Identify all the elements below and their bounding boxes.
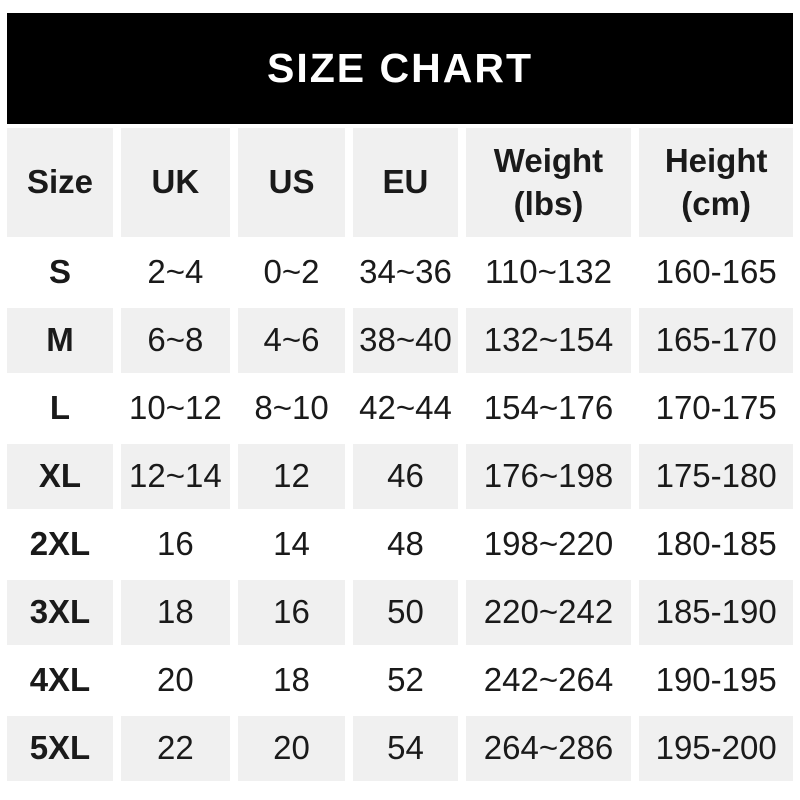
uk-cell: 12~14 bbox=[120, 444, 230, 509]
uk-cell: 6~8 bbox=[120, 308, 230, 373]
title-banner: SIZE CHART bbox=[7, 13, 793, 124]
weight-cell: 110~132 bbox=[465, 240, 632, 305]
uk-cell: 16 bbox=[120, 512, 230, 577]
us-cell: 18 bbox=[237, 648, 346, 713]
table-row-xl: XL 12~14 12 46 176~198 175-180 bbox=[7, 444, 793, 509]
page-title: SIZE CHART bbox=[267, 45, 533, 91]
uk-cell: 22 bbox=[120, 716, 230, 781]
eu-cell: 48 bbox=[353, 512, 458, 577]
eu-cell: 54 bbox=[353, 716, 458, 781]
uk-cell: 18 bbox=[120, 580, 230, 645]
table-row-3xl: 3XL 18 16 50 220~242 185-190 bbox=[7, 580, 793, 645]
uk-cell: 10~12 bbox=[120, 376, 230, 441]
height-cell: 170-175 bbox=[639, 376, 793, 441]
eu-cell: 52 bbox=[353, 648, 458, 713]
height-cell: 180-185 bbox=[639, 512, 793, 577]
us-cell: 8~10 bbox=[237, 376, 346, 441]
us-cell: 12 bbox=[237, 444, 346, 509]
table-row-4xl: 4XL 20 18 52 242~264 190-195 bbox=[7, 648, 793, 713]
size-cell: M bbox=[7, 308, 113, 373]
column-header-label: EU bbox=[382, 163, 429, 201]
column-header-label: UK bbox=[151, 163, 200, 201]
size-chart-table: Size UK US EU Weight (lbs) bbox=[0, 125, 800, 784]
size-cell: 4XL bbox=[7, 648, 113, 713]
eu-cell: 50 bbox=[353, 580, 458, 645]
table-row-5xl: 5XL 22 20 54 264~286 195-200 bbox=[7, 716, 793, 781]
size-cell: 5XL bbox=[7, 716, 113, 781]
us-cell: 14 bbox=[237, 512, 346, 577]
table-row-m: M 6~8 4~6 38~40 132~154 165-170 bbox=[7, 308, 793, 373]
weight-cell: 264~286 bbox=[465, 716, 632, 781]
weight-cell: 176~198 bbox=[465, 444, 632, 509]
size-cell: XL bbox=[7, 444, 113, 509]
table-row-s: S 2~4 0~2 34~36 110~132 160-165 bbox=[7, 240, 793, 305]
weight-cell: 242~264 bbox=[465, 648, 632, 713]
table-row-2xl: 2XL 16 14 48 198~220 180-185 bbox=[7, 512, 793, 577]
eu-cell: 46 bbox=[353, 444, 458, 509]
weight-cell: 198~220 bbox=[465, 512, 632, 577]
height-cell: 175-180 bbox=[639, 444, 793, 509]
weight-cell: 220~242 bbox=[465, 580, 632, 645]
eu-cell: 38~40 bbox=[353, 308, 458, 373]
size-cell: 2XL bbox=[7, 512, 113, 577]
us-cell: 4~6 bbox=[237, 308, 346, 373]
column-header-label: Weight bbox=[493, 141, 604, 179]
height-cell: 195-200 bbox=[639, 716, 793, 781]
column-header-eu: EU bbox=[353, 128, 458, 237]
uk-cell: 20 bbox=[120, 648, 230, 713]
column-header-sub: (cm) bbox=[681, 184, 751, 222]
header-row: Size UK US EU Weight (lbs) bbox=[7, 128, 793, 237]
weight-cell: 132~154 bbox=[465, 308, 632, 373]
table-row-l: L 10~12 8~10 42~44 154~176 170-175 bbox=[7, 376, 793, 441]
column-header-height: Height (cm) bbox=[639, 128, 793, 237]
column-header-label: US bbox=[268, 163, 315, 201]
height-cell: 160-165 bbox=[639, 240, 793, 305]
height-cell: 185-190 bbox=[639, 580, 793, 645]
height-cell: 165-170 bbox=[639, 308, 793, 373]
column-header-label: Size bbox=[26, 163, 93, 201]
column-header-uk: UK bbox=[120, 128, 230, 237]
size-cell: 3XL bbox=[7, 580, 113, 645]
size-cell: S bbox=[7, 240, 113, 305]
height-cell: 190-195 bbox=[639, 648, 793, 713]
eu-cell: 42~44 bbox=[353, 376, 458, 441]
eu-cell: 34~36 bbox=[353, 240, 458, 305]
column-header-size: Size bbox=[7, 128, 113, 237]
us-cell: 20 bbox=[237, 716, 346, 781]
uk-cell: 2~4 bbox=[120, 240, 230, 305]
column-header-label: Height bbox=[664, 141, 768, 179]
us-cell: 16 bbox=[237, 580, 346, 645]
column-header-weight: Weight (lbs) bbox=[465, 128, 632, 237]
column-header-sub: (lbs) bbox=[513, 184, 584, 222]
column-header-us: US bbox=[237, 128, 346, 237]
us-cell: 0~2 bbox=[237, 240, 346, 305]
size-cell: L bbox=[7, 376, 113, 441]
weight-cell: 154~176 bbox=[465, 376, 632, 441]
